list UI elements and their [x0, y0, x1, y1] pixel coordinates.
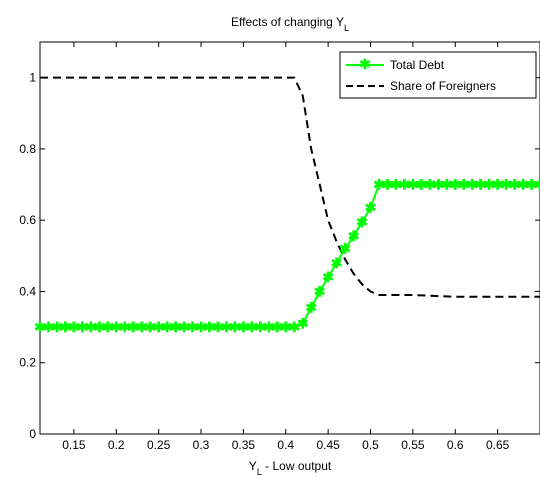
x-axis-label-subscript: L	[257, 467, 262, 477]
y-tick-label: 0	[29, 427, 36, 441]
data-point: ✱	[136, 319, 148, 335]
data-point: ✱	[85, 319, 97, 335]
data-point: ✱	[271, 319, 283, 335]
data-point: ✱	[288, 319, 300, 335]
data-point: ✱	[229, 319, 241, 335]
data-point: ✱	[517, 177, 529, 193]
data-point: ✱	[246, 319, 258, 335]
series-line-total-debt	[40, 183, 540, 329]
legend: ✱ Total Debt Share of Foreigners	[339, 51, 537, 99]
data-point: ✱	[314, 283, 326, 299]
data-point: ✱	[458, 177, 470, 193]
data-point: ✱	[153, 319, 165, 335]
data-point: ✱	[475, 177, 487, 193]
data-point: ✱	[365, 200, 377, 216]
data-point: ✱	[390, 177, 402, 193]
y-tick-label: 0.4	[19, 284, 36, 298]
data-point: ✱	[212, 319, 224, 335]
series-layer: ✱✱✱✱✱✱✱✱✱✱✱✱✱✱✱✱✱✱✱✱✱✱✱✱✱✱✱✱✱✱✱✱✱✱✱✱✱✱✱✱…	[34, 76, 540, 335]
x-axis-label-rest: - Low output	[262, 459, 332, 473]
legend-marker-total-debt: ✱	[359, 56, 371, 72]
y-tick-label: 1	[29, 71, 36, 85]
data-point: ✱	[348, 228, 360, 244]
x-tick-label: 0.55	[401, 438, 425, 452]
data-point: ✱	[144, 319, 156, 335]
legend-label-total-debt: Total Debt	[390, 58, 445, 72]
data-point: ✱	[51, 319, 63, 335]
data-point: ✱	[297, 316, 309, 332]
chart-title-main: Effects of changing Y	[231, 15, 344, 29]
chart-title-subscript: L	[344, 23, 349, 33]
legend-box	[339, 51, 537, 99]
data-point: ✱	[93, 319, 105, 335]
data-point: ✱	[526, 177, 538, 193]
data-point: ✱	[127, 319, 139, 335]
data-point: ✱	[195, 319, 207, 335]
x-tick-label: 0.5	[362, 438, 379, 452]
data-point: ✱	[339, 241, 351, 257]
legend-label-share-of-foreigners: Share of Foreigners	[390, 79, 496, 93]
data-point: ✱	[187, 319, 199, 335]
x-tick-label: 0.15	[62, 438, 86, 452]
data-point: ✱	[254, 319, 266, 335]
series-line-share-of-foreigners	[40, 76, 540, 298]
x-tick-label: 0.25	[147, 438, 171, 452]
x-axis: 0.15 0.2 0.25 0.3 0.35 0.4 0.45 0.5 0.55 0.6 0.65	[62, 42, 510, 452]
data-point: ✱	[492, 177, 504, 193]
chart-title: Effects of changing YL	[231, 15, 349, 33]
data-point: ✱	[500, 177, 512, 193]
data-point: ✱	[407, 177, 419, 193]
y-tick-label: 0.2	[19, 356, 36, 370]
data-point: ✱	[77, 319, 89, 335]
data-point: ✱	[373, 177, 385, 193]
data-point: ✱	[102, 319, 114, 335]
y-tick-label: 0.6	[19, 213, 36, 227]
x-tick-label: 0.4	[277, 438, 294, 452]
data-point: ✱	[356, 214, 368, 230]
data-point: ✱	[204, 319, 216, 335]
x-tick-label: 0.2	[108, 438, 125, 452]
data-point: ✱	[399, 177, 411, 193]
data-point: ✱	[263, 319, 275, 335]
data-point: ✱	[178, 319, 190, 335]
x-tick-label: 0.3	[193, 438, 210, 452]
y-axis: 0 0.2 0.4 0.6 0.8 1	[19, 71, 540, 441]
data-point: ✱	[534, 177, 540, 193]
x-tick-label: 0.65	[486, 438, 510, 452]
data-point: ✱	[322, 269, 334, 285]
x-tick-label: 0.45	[316, 438, 340, 452]
data-point: ✱	[60, 319, 72, 335]
data-point: ✱	[170, 319, 182, 335]
data-point: ✱	[331, 255, 343, 271]
data-point: ✱	[466, 177, 478, 193]
data-point: ✱	[509, 177, 521, 193]
data-point: ✱	[305, 299, 317, 315]
data-point: ✱	[382, 177, 394, 193]
data-point: ✱	[221, 319, 233, 335]
data-point: ✱	[238, 319, 250, 335]
data-point: ✱	[449, 177, 461, 193]
data-point: ✱	[432, 177, 444, 193]
x-tick-label: 0.35	[232, 438, 256, 452]
data-point: ✱	[43, 319, 55, 335]
data-point: ✱	[424, 177, 436, 193]
x-axis-label: YL - Low output	[249, 459, 332, 477]
x-tick-label: 0.6	[447, 438, 464, 452]
data-point: ✱	[280, 319, 292, 335]
data-point: ✱	[483, 177, 495, 193]
data-point: ✱	[110, 319, 122, 335]
data-point: ✱	[119, 319, 131, 335]
x-axis-label-main: Y	[249, 459, 257, 473]
data-point: ✱	[34, 319, 46, 335]
data-point: ✱	[441, 177, 453, 193]
plot-area	[39, 41, 540, 435]
data-point: ✱	[415, 177, 427, 193]
y-tick-label: 0.8	[19, 142, 36, 156]
data-point: ✱	[161, 319, 173, 335]
data-point: ✱	[68, 319, 80, 335]
